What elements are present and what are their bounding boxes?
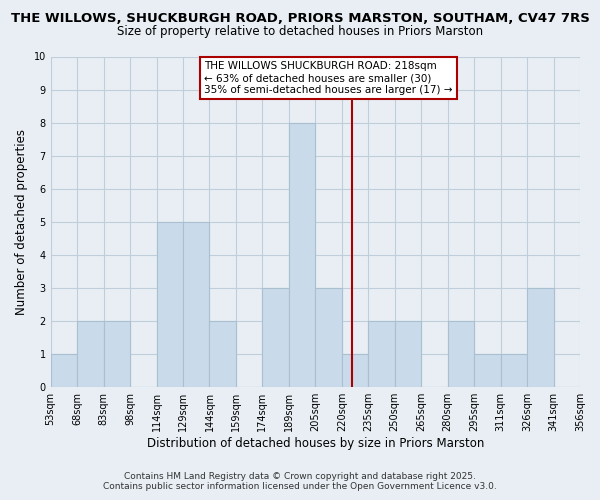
Bar — [50, 354, 77, 387]
Bar — [448, 321, 474, 387]
Bar — [209, 321, 236, 387]
Y-axis label: Number of detached properties: Number of detached properties — [15, 129, 28, 315]
X-axis label: Distribution of detached houses by size in Priors Marston: Distribution of detached houses by size … — [146, 437, 484, 450]
Bar — [342, 354, 368, 387]
Bar — [104, 321, 130, 387]
Bar — [395, 321, 421, 387]
Bar — [500, 354, 527, 387]
Text: THE WILLOWS, SHUCKBURGH ROAD, PRIORS MARSTON, SOUTHAM, CV47 7RS: THE WILLOWS, SHUCKBURGH ROAD, PRIORS MAR… — [11, 12, 589, 26]
Bar — [474, 354, 500, 387]
Bar — [262, 288, 289, 387]
Text: THE WILLOWS SHUCKBURGH ROAD: 218sqm
← 63% of detached houses are smaller (30)
35: THE WILLOWS SHUCKBURGH ROAD: 218sqm ← 63… — [204, 62, 452, 94]
Bar — [289, 122, 316, 387]
Bar — [77, 321, 104, 387]
Bar — [157, 222, 183, 387]
Bar — [316, 288, 342, 387]
Bar — [368, 321, 395, 387]
Text: Contains HM Land Registry data © Crown copyright and database right 2025.
Contai: Contains HM Land Registry data © Crown c… — [103, 472, 497, 491]
Text: Size of property relative to detached houses in Priors Marston: Size of property relative to detached ho… — [117, 24, 483, 38]
Bar — [183, 222, 209, 387]
Bar — [527, 288, 554, 387]
